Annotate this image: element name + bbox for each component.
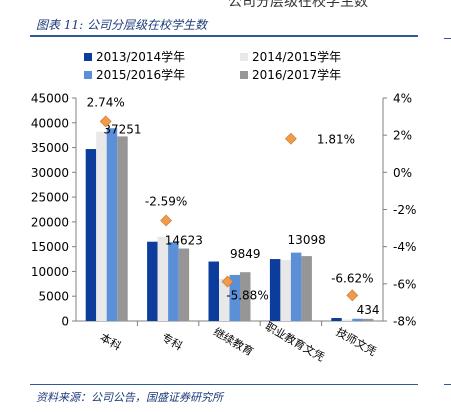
source-note: 资料来源：公司公告，国盛证券研究所	[36, 391, 223, 404]
growth-marker	[284, 132, 297, 145]
bar	[301, 256, 312, 321]
growth-markers: 2.74% -2.59% -5.88% 1.81% -6.62%	[87, 95, 374, 302]
y-right-tick-label: -8%	[393, 315, 416, 329]
legend-swatch	[84, 53, 92, 61]
bar	[147, 241, 158, 321]
y-left-tick-label: 40000	[31, 116, 69, 130]
bar	[208, 261, 219, 321]
bar	[362, 318, 374, 321]
legend: 2013/2014学年 2014/2015学年 2015/2016学年 2016/20…	[84, 49, 341, 82]
y-right-tick-label: 4%	[393, 92, 412, 106]
growth-label: 2.74%	[87, 95, 125, 109]
bar	[341, 319, 353, 321]
legend-label: 2014/2015学年	[252, 49, 341, 64]
bar	[229, 274, 240, 321]
value-labels: 37251 14623 9849 13098 434	[103, 122, 379, 316]
bar	[168, 242, 179, 321]
y-left-tick-label: 0	[61, 315, 69, 329]
bar	[178, 248, 190, 321]
growth-label: -6.62%	[331, 271, 373, 285]
bar	[290, 252, 302, 321]
bars	[85, 128, 374, 321]
growth-label: -2.59%	[145, 194, 187, 208]
y-left-tick-label: 20000	[31, 215, 69, 229]
bar	[331, 318, 342, 321]
source-rule	[30, 384, 418, 385]
bar	[219, 278, 230, 321]
bar	[96, 131, 107, 321]
figure-caption: 图表 11: 公司分层级在校学生数	[36, 18, 207, 32]
growth-marker	[99, 115, 112, 128]
bar	[280, 260, 291, 321]
x-category-label: 技师文凭	[334, 324, 379, 358]
legend-label: 2013/2014学年	[96, 49, 185, 64]
growth-label: -5.88%	[226, 289, 268, 303]
bar	[157, 236, 169, 321]
y-left-tick-label: 5000	[38, 290, 69, 304]
y-right-tick-label: -2%	[393, 203, 416, 217]
growth-marker	[346, 289, 359, 302]
bar	[106, 128, 118, 321]
edge-dash	[444, 38, 451, 39]
y-left-tick-label: 10000	[31, 265, 69, 279]
bar-value-label: 434	[357, 303, 380, 317]
page-header-fragment: 公司分层级在校学生数	[228, 0, 368, 10]
growth-marker	[221, 275, 234, 288]
edge-dash	[444, 384, 451, 385]
growth-label: 1.81%	[317, 133, 355, 147]
legend-swatch	[240, 71, 248, 79]
growth-marker	[160, 214, 173, 227]
legend-swatch	[84, 71, 92, 79]
y-left-tick-label: 45000	[31, 92, 69, 106]
caption-rule	[30, 35, 418, 37]
x-category-label: 继续教育	[211, 324, 256, 358]
x-category-label: 本科	[98, 330, 124, 353]
bar	[269, 259, 281, 321]
x-category-label: 职业教育文凭	[263, 319, 327, 364]
y-left-tick-label: 35000	[31, 141, 69, 155]
y-right-tick-label: 0%	[393, 166, 412, 180]
bar-value-label: 9849	[230, 247, 261, 261]
legend-swatch	[240, 53, 248, 61]
bar	[85, 149, 97, 321]
bar	[352, 318, 363, 321]
bar-value-label: 13098	[288, 233, 326, 247]
y-right-tick-label: -4%	[393, 240, 416, 254]
bar-value-label: 37251	[103, 122, 141, 136]
legend-label: 2016/2017学年	[252, 67, 341, 82]
x-category-label: 专科	[159, 330, 185, 353]
bar-value-label: 14623	[165, 234, 203, 248]
y-left-tick-label: 15000	[31, 240, 69, 254]
y-right-tick-label: -6%	[393, 277, 416, 291]
y-left-tick-label: 30000	[31, 166, 69, 180]
y-left-tick-label: 25000	[31, 191, 69, 205]
bar	[240, 272, 251, 321]
y-right-tick-label: 2%	[393, 129, 412, 143]
legend-label: 2015/2016学年	[96, 67, 185, 82]
bar	[117, 136, 128, 321]
